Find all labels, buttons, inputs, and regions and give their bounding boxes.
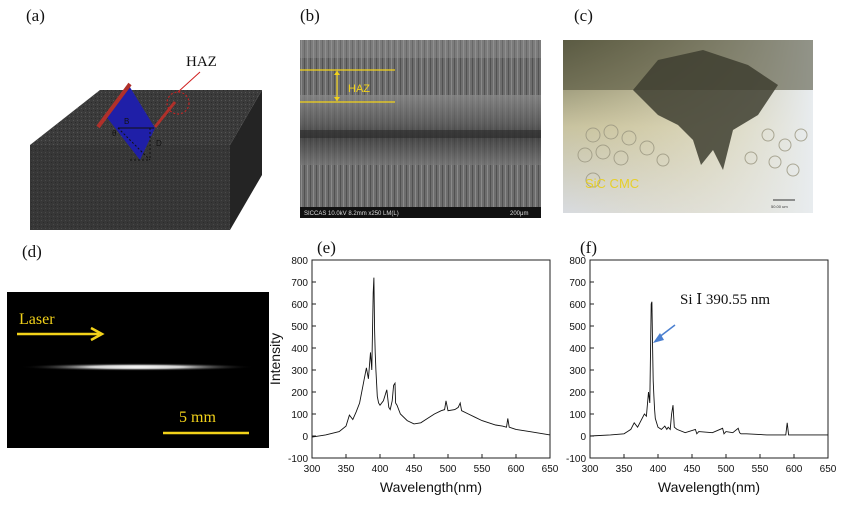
y-tick-label: 500 bbox=[291, 322, 308, 333]
y-tick-label: 800 bbox=[291, 256, 308, 267]
haz-right-edge bbox=[153, 101, 177, 128]
x-tick-label: 400 bbox=[372, 464, 389, 475]
x-tick-label: 650 bbox=[542, 464, 558, 475]
sic-cmc-label: SiC CMC bbox=[585, 176, 639, 191]
haz-left-edge bbox=[96, 82, 132, 129]
chart-e: -100 0 100 200 300 400 500 600 700 800 300 350 400 45… bbox=[268, 256, 558, 495]
x-axis-label: Wavelength(nm) bbox=[380, 479, 482, 495]
x-tick-label: 550 bbox=[474, 464, 491, 475]
chart-f-plot: -100 0 100 200 300 400 500 600 700 800 300 350 400 45… bbox=[566, 256, 837, 495]
x-axis-label: Wavelength(nm) bbox=[658, 479, 760, 495]
y-tick-label: 500 bbox=[569, 322, 586, 333]
y-tick-label: 300 bbox=[569, 366, 586, 377]
panel-b-sem-image: HAZ SICCAS 10.0kV 8.2mm x250 LM(L) 200μm bbox=[300, 40, 541, 218]
si-line-annotation: Si Ⅰ 390.55 nm bbox=[680, 292, 770, 308]
y-tick-label: 100 bbox=[291, 410, 308, 421]
plot-frame bbox=[589, 259, 829, 459]
panel-c-optical-image: SiC CMC 50.00 um bbox=[563, 40, 813, 213]
panel-label-e: (e) bbox=[317, 238, 336, 257]
panel-label-a: (a) bbox=[26, 6, 45, 25]
x-tick-label: 600 bbox=[786, 464, 803, 475]
y-tick-label: 400 bbox=[569, 344, 586, 355]
y-tick-label: -100 bbox=[566, 454, 586, 465]
x-tick-label: 450 bbox=[684, 464, 701, 475]
y-tick-label: 700 bbox=[569, 278, 586, 289]
x-tick-label: 350 bbox=[616, 464, 633, 475]
panel-label-f: (f) bbox=[580, 238, 597, 257]
block-right-face bbox=[230, 90, 262, 230]
panel-d-plasma-image: Laser 5 mm bbox=[7, 292, 269, 448]
theta-label: θ bbox=[112, 129, 117, 138]
y-tick-label: 600 bbox=[291, 300, 308, 311]
y-tick-label: 700 bbox=[291, 278, 308, 289]
panel-label-b: (b) bbox=[300, 6, 320, 25]
haz-callout-line bbox=[177, 71, 201, 93]
x-tick-label: 300 bbox=[582, 464, 599, 475]
sem-footer-left: SICCAS 10.0kV 8.2mm x250 LM(L) bbox=[304, 211, 399, 217]
y-tick-label: 400 bbox=[291, 344, 308, 355]
d-label: D bbox=[156, 139, 162, 148]
x-tick-label: 550 bbox=[752, 464, 769, 475]
plasma-plume bbox=[19, 363, 255, 371]
arrow-head-icon bbox=[653, 333, 664, 343]
panel-label-c: (c) bbox=[574, 6, 593, 25]
y-tick-label: 200 bbox=[569, 388, 586, 399]
x-tick-label: 300 bbox=[304, 464, 321, 475]
x-tick-label: 450 bbox=[406, 464, 423, 475]
y-tick-label: 0 bbox=[302, 432, 308, 443]
optical-scalebar-text: 50.00 um bbox=[771, 204, 788, 209]
laser-label: Laser bbox=[19, 311, 55, 328]
y-tick-label: 100 bbox=[569, 410, 586, 421]
y-tick-label: 300 bbox=[291, 366, 308, 377]
y-tick-label: 0 bbox=[580, 432, 586, 443]
b-label: B bbox=[124, 117, 129, 126]
sem-footer-right: 200μm bbox=[510, 211, 528, 217]
x-tick-label: 500 bbox=[440, 464, 457, 475]
panel-a-schematic: B θ D HAZ bbox=[30, 54, 262, 230]
plot-frame bbox=[311, 259, 551, 459]
y-tick-label: 600 bbox=[569, 300, 586, 311]
chart-e-plot: -100 0 100 200 300 400 500 600 700 800 300 350 400 45… bbox=[268, 256, 558, 495]
haz-label-sem: HAZ bbox=[348, 83, 370, 95]
y-tick-label: 200 bbox=[291, 388, 308, 399]
spectrum-line-f bbox=[589, 301, 828, 437]
scale-label: 5 mm bbox=[179, 409, 216, 426]
ablation-crater bbox=[633, 50, 778, 170]
y-axis-label: Intensity bbox=[268, 333, 283, 385]
x-tick-label: 650 bbox=[820, 464, 837, 475]
haz-callout-circle bbox=[166, 91, 190, 115]
haz-label: HAZ bbox=[186, 54, 217, 70]
y-tick-label: 800 bbox=[569, 256, 586, 267]
x-tick-label: 600 bbox=[508, 464, 525, 475]
y-tick-label: -100 bbox=[288, 454, 308, 465]
x-tick-label: 500 bbox=[718, 464, 735, 475]
x-tick-label: 350 bbox=[338, 464, 355, 475]
x-tick-label: 400 bbox=[650, 464, 667, 475]
chart-f: Si Ⅰ 390.55 nm -100 0 100 200 300 400 500 600 70… bbox=[566, 256, 837, 495]
panel-label-d: (d) bbox=[22, 242, 42, 261]
spectrum-line-e bbox=[311, 277, 551, 438]
